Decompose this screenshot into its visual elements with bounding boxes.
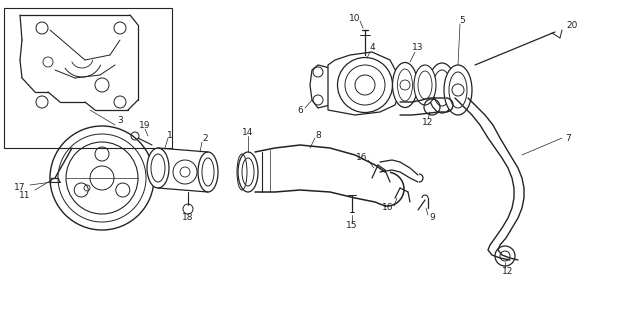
Text: 14: 14 <box>242 127 254 137</box>
Text: 6: 6 <box>297 106 303 115</box>
Text: 10: 10 <box>349 13 361 22</box>
Ellipse shape <box>198 152 218 192</box>
Ellipse shape <box>444 65 472 115</box>
Text: 2: 2 <box>202 133 208 142</box>
Text: 9: 9 <box>429 213 435 222</box>
Text: 15: 15 <box>346 220 358 229</box>
Text: 16: 16 <box>356 154 368 163</box>
Text: 8: 8 <box>315 131 321 140</box>
Bar <box>4 8 172 148</box>
Text: 18: 18 <box>182 212 193 221</box>
Polygon shape <box>310 65 330 108</box>
Text: 17: 17 <box>14 183 26 193</box>
Text: 12: 12 <box>422 117 433 126</box>
Ellipse shape <box>392 62 417 108</box>
Text: 11: 11 <box>19 190 31 199</box>
Text: 12: 12 <box>502 268 514 276</box>
Text: 13: 13 <box>412 44 423 52</box>
Ellipse shape <box>238 152 258 192</box>
Ellipse shape <box>414 65 436 105</box>
Ellipse shape <box>428 63 456 113</box>
Text: 3: 3 <box>117 116 123 124</box>
Text: 19: 19 <box>140 121 151 130</box>
Text: 5: 5 <box>459 15 465 25</box>
Text: 4: 4 <box>369 44 375 52</box>
Ellipse shape <box>147 148 169 188</box>
Text: 1: 1 <box>167 131 173 140</box>
Text: 20: 20 <box>566 20 578 29</box>
Ellipse shape <box>337 58 392 113</box>
Polygon shape <box>328 52 400 115</box>
Text: 16: 16 <box>383 204 394 212</box>
Text: 7: 7 <box>565 133 571 142</box>
